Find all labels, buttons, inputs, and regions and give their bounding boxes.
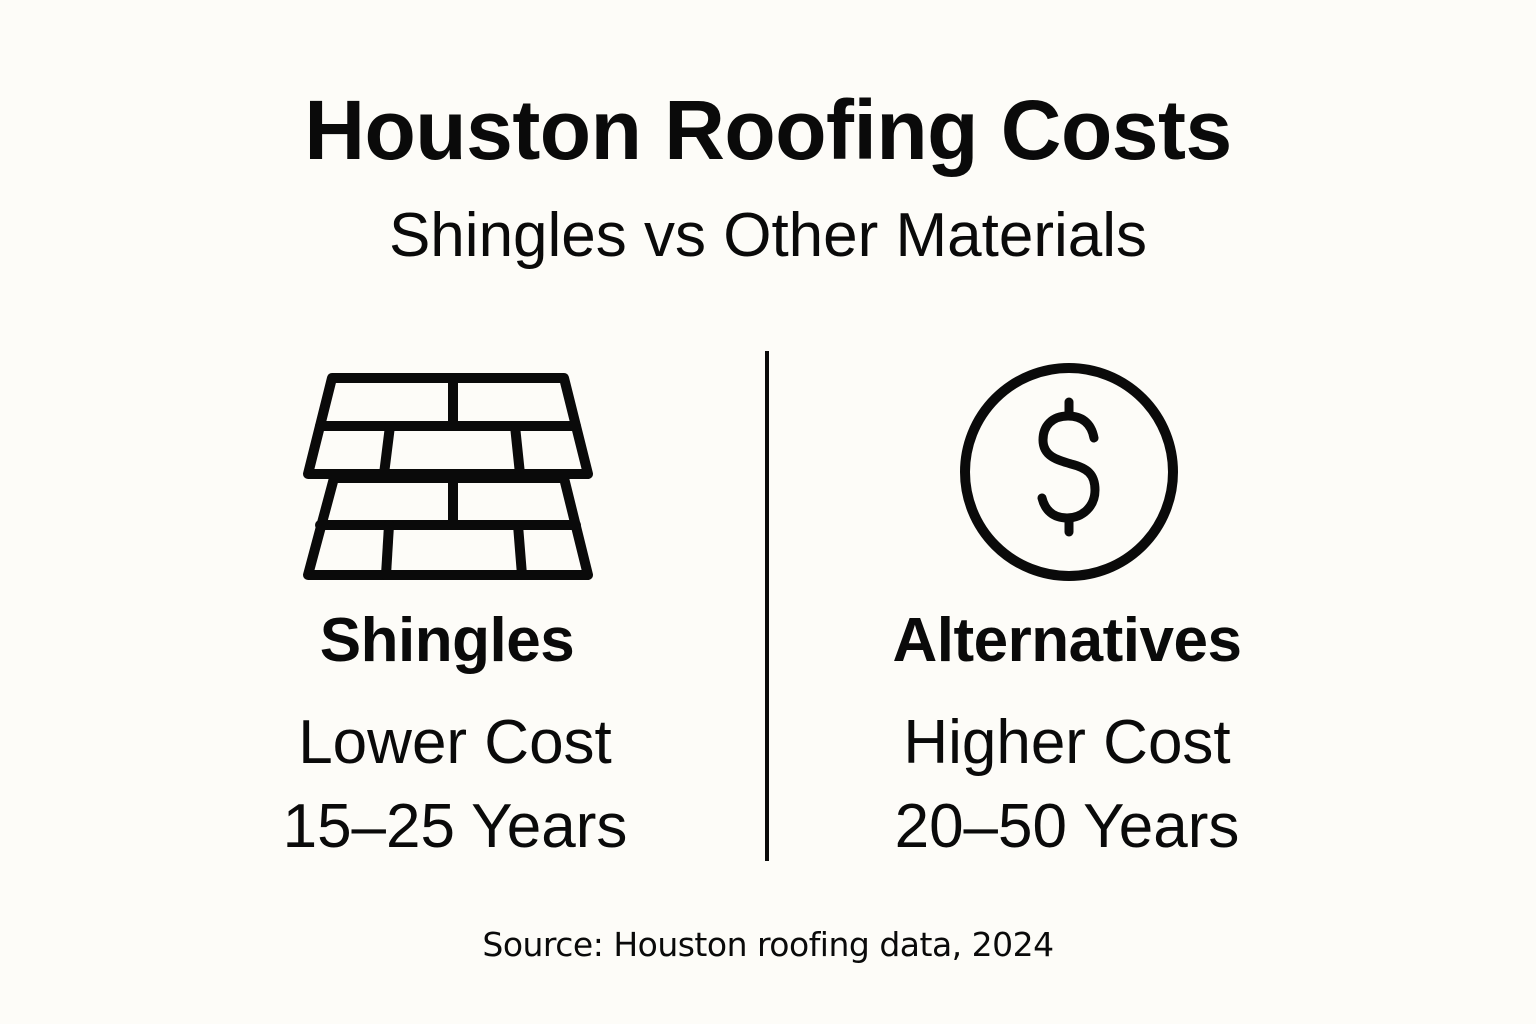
source-caption: Source: Houston roofing data, 2024 (482, 925, 1054, 964)
vertical-divider (765, 351, 769, 861)
page-title: Houston Roofing Costs (304, 83, 1232, 177)
shingles-lifespan: 15–25 Years (282, 792, 628, 861)
page-subtitle: Shingles vs Other Materials (388, 201, 1148, 270)
shingles-label: Shingles (319, 606, 575, 675)
alternatives-cost: Higher Cost (903, 708, 1231, 777)
alternatives-label: Alternatives (892, 606, 1242, 675)
alternatives-lifespan: 20–50 Years (894, 792, 1240, 861)
dollar-circle-icon (960, 363, 1178, 581)
roof-shingles-icon (303, 373, 593, 580)
shingles-cost: Lower Cost (298, 708, 612, 777)
